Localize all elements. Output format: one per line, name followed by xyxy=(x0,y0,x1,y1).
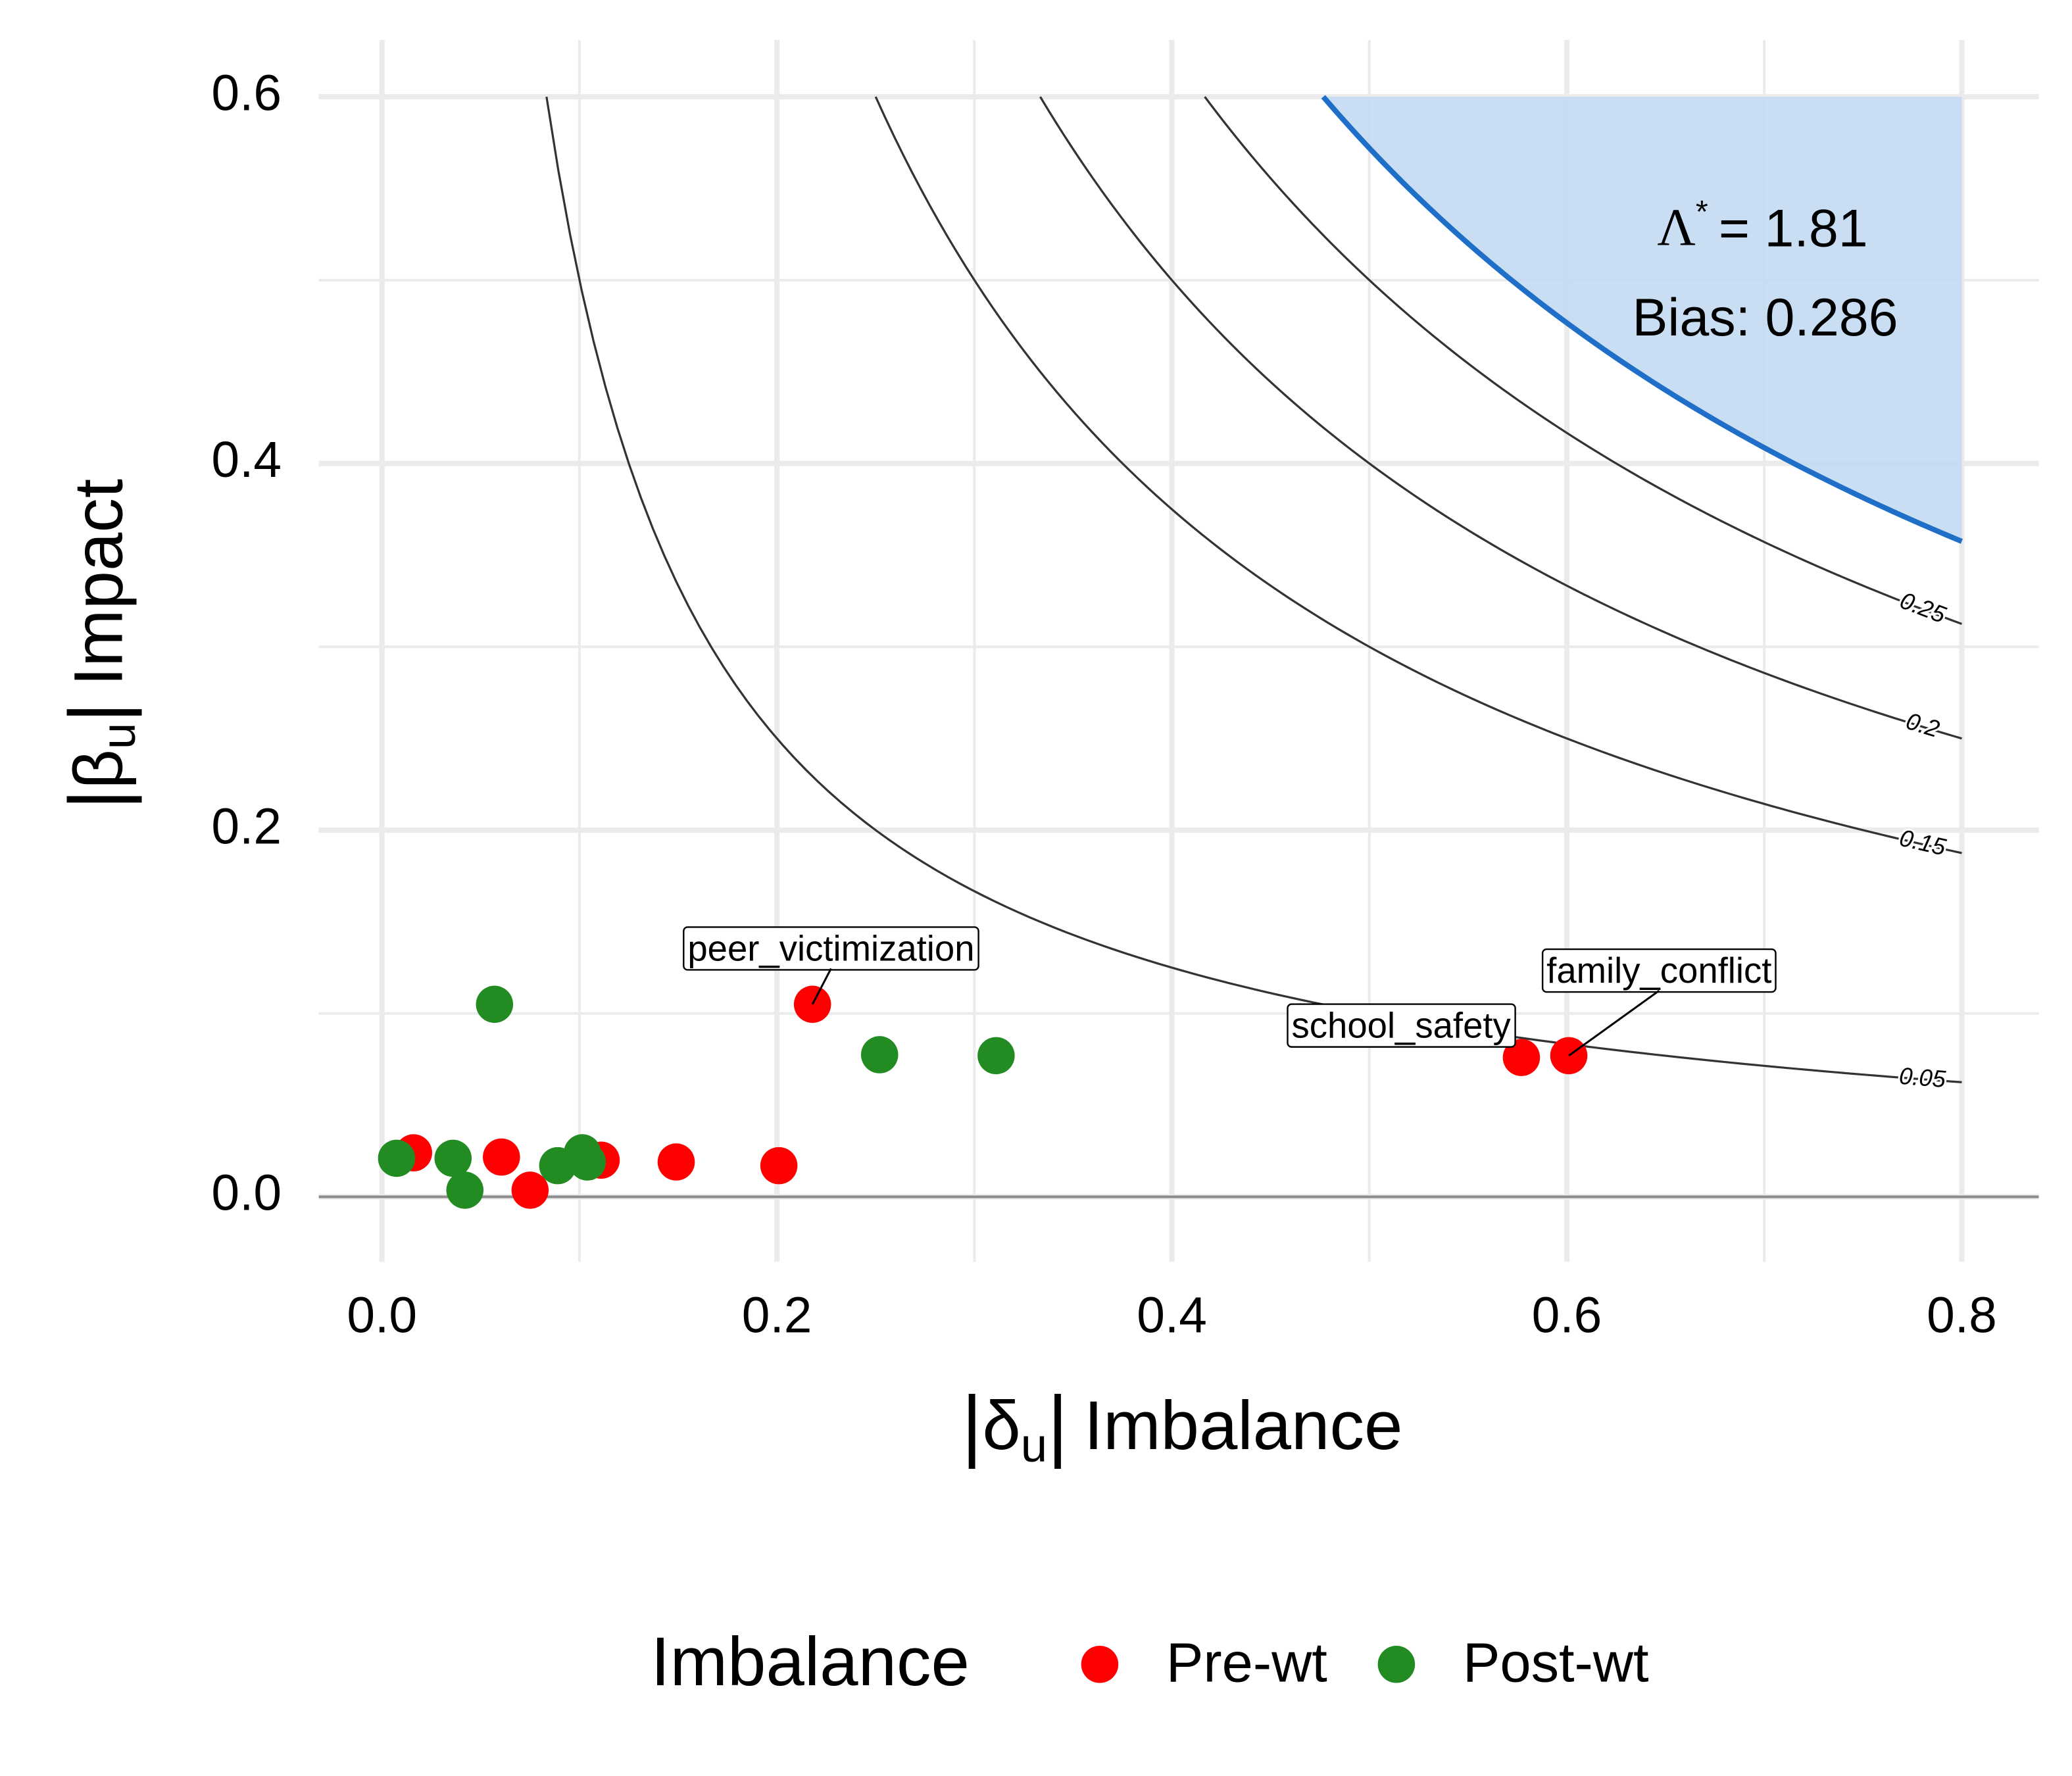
point xyxy=(657,1143,695,1181)
label-leader xyxy=(1568,989,1660,1057)
label-box xyxy=(1541,948,1777,993)
point xyxy=(760,1147,798,1185)
point xyxy=(860,1036,899,1073)
point xyxy=(378,1139,416,1177)
y-label: Impact xyxy=(60,479,137,686)
y-symbol: β xyxy=(60,749,137,789)
x-label: Imbalance xyxy=(1084,1387,1402,1464)
threshold-region xyxy=(1323,97,1962,542)
point-label-group: peer_victimization xyxy=(683,926,979,1005)
lambda-annotation: Λ* = 1.81 xyxy=(1657,194,1867,259)
point-label: peer_victimization xyxy=(687,928,974,968)
lambda-symbol: Λ xyxy=(1657,198,1696,257)
lambda-sup: * xyxy=(1696,194,1708,230)
point xyxy=(977,1037,1015,1075)
contour-line xyxy=(874,96,1962,854)
point xyxy=(476,985,514,1024)
x-tick-label: 0.2 xyxy=(742,1288,812,1344)
legend-title: Imbalance xyxy=(651,1623,969,1700)
x-tick-label: 0.4 xyxy=(1137,1288,1207,1344)
legend: Imbalance Pre-wt Post-wt xyxy=(651,1623,1648,1700)
contour-label: 0.2 xyxy=(1903,707,1942,743)
lambda-value: = 1.81 xyxy=(1719,199,1868,259)
x-tick-label: 0.6 xyxy=(1532,1288,1602,1344)
label-leader xyxy=(811,968,832,1005)
x-tick-label: 0.8 xyxy=(1927,1288,1997,1344)
x-tick-label: 0.0 xyxy=(347,1288,417,1344)
contour-line xyxy=(545,96,1962,1083)
legend-label: Pre-wt xyxy=(1166,1631,1327,1694)
contour-label: 0.25 xyxy=(1896,587,1950,629)
point-label: family_conflict xyxy=(1546,950,1771,991)
legend-marker xyxy=(1081,1645,1119,1683)
x-subscript: u xyxy=(1021,1419,1047,1472)
y-axis-title: |βu|Impact xyxy=(53,479,145,810)
x-axis-title: |δu| Imbalance xyxy=(962,1379,1403,1472)
contour-line xyxy=(1039,96,1962,740)
point xyxy=(568,1143,606,1181)
bias-annotation: Bias: 0.286 xyxy=(1633,288,1898,347)
threshold-line xyxy=(1321,95,1963,544)
y-tick-label: 0.0 xyxy=(211,1166,282,1221)
legend-label: Post-wt xyxy=(1463,1631,1649,1694)
point xyxy=(483,1138,520,1176)
x-symbol: δ xyxy=(982,1387,1020,1464)
label-box xyxy=(1287,1003,1516,1048)
point-label-group: school_safety xyxy=(1287,1003,1516,1048)
point xyxy=(446,1172,484,1209)
point-label-group: family_conflict xyxy=(1541,948,1777,1057)
point xyxy=(434,1139,472,1177)
legend-marker xyxy=(1377,1645,1416,1683)
point xyxy=(1550,1037,1588,1075)
y-tick-label: 0.4 xyxy=(211,432,282,488)
point xyxy=(511,1172,549,1209)
contour-label: 0.05 xyxy=(1898,1062,1947,1093)
contour-line xyxy=(1204,96,1962,625)
y-tick-label: 0.6 xyxy=(211,65,282,121)
y-subscript: u xyxy=(92,723,145,749)
point-label: school_safety xyxy=(1292,1006,1512,1046)
point xyxy=(1502,1039,1541,1076)
y-tick-label: 0.2 xyxy=(211,799,282,854)
